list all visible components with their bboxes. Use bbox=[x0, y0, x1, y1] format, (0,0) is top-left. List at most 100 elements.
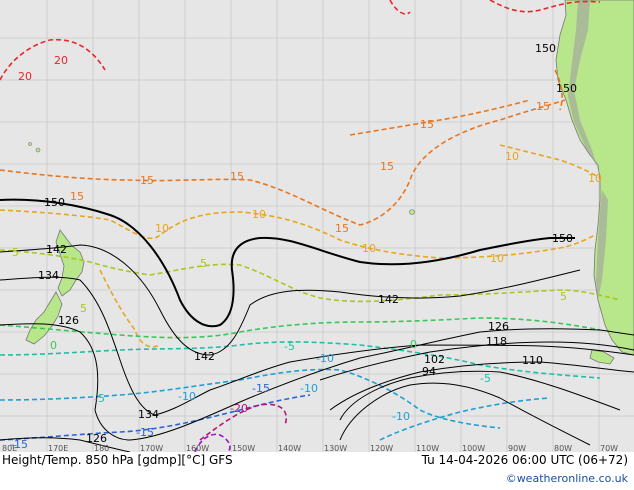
height-126-north bbox=[0, 437, 131, 453]
longitude-label: 90W bbox=[508, 444, 526, 453]
isotherm-15-north bbox=[349, 99, 531, 136]
isotherm-minus25 bbox=[194, 433, 231, 453]
temp-label: -5 bbox=[480, 372, 491, 385]
temp-label: 10 bbox=[505, 150, 519, 163]
height-150-main bbox=[0, 198, 575, 328]
height-label: 118 bbox=[486, 335, 507, 348]
new-zealand-south-island bbox=[25, 291, 63, 345]
height-labels: 150 150 150 150 142 142 142 134 134 126 … bbox=[38, 42, 577, 445]
height-110 bbox=[329, 361, 634, 411]
height-label: 102 bbox=[424, 353, 445, 366]
longitude-label: 130W bbox=[324, 444, 347, 453]
isotherm-minus10-east bbox=[379, 397, 551, 441]
temp-label: -20 bbox=[230, 402, 248, 415]
temp-label: -5 bbox=[94, 392, 105, 405]
height-142 bbox=[0, 244, 581, 356]
temp-label: 20 bbox=[18, 70, 32, 83]
height-label: 126 bbox=[86, 432, 107, 445]
islands bbox=[28, 142, 415, 215]
longitude-label: 100W bbox=[462, 444, 485, 453]
height-label: 142 bbox=[378, 293, 399, 306]
valid-time: Tu 14-04-2026 06:00 UTC (06+72) bbox=[421, 453, 628, 467]
temp-label: -5 bbox=[284, 340, 295, 353]
height-126 bbox=[0, 323, 634, 441]
tierra-del-fuego bbox=[589, 349, 615, 365]
height-label: 150 bbox=[44, 196, 65, 209]
temp-label: 15 bbox=[140, 174, 154, 187]
temperature-contours bbox=[0, 0, 621, 453]
longitude-label: 180 bbox=[94, 444, 109, 453]
temp-label: 5 bbox=[80, 302, 87, 315]
temp-label: 5 bbox=[560, 290, 567, 303]
temperature-labels: 20 20 15 15 15 15 15 15 15 10 10 10 10 1… bbox=[10, 54, 602, 451]
height-label: 134 bbox=[138, 408, 159, 421]
temp-label: 5 bbox=[200, 257, 207, 270]
height-label: 142 bbox=[46, 243, 67, 256]
isotherm-10-ne bbox=[499, 144, 601, 179]
height-label: 142 bbox=[194, 350, 215, 363]
longitude-label: 110W bbox=[416, 444, 439, 453]
caption-bar bbox=[0, 452, 634, 490]
temp-label: 10 bbox=[588, 172, 602, 185]
isotherm-10-loop bbox=[99, 269, 161, 348]
map-title: Height/Temp. 850 hPa [gdmp][°C] GFS bbox=[2, 453, 233, 467]
ocean-background bbox=[0, 0, 634, 452]
temp-label: 0 bbox=[410, 338, 417, 351]
height-label: 150 bbox=[552, 232, 573, 245]
temp-label: 5 bbox=[12, 246, 19, 259]
temp-label: -10 bbox=[300, 382, 318, 395]
temp-label: -15 bbox=[10, 438, 28, 451]
height-label: 94 bbox=[422, 365, 436, 378]
longitude-label: 140W bbox=[278, 444, 301, 453]
isotherm-minus5-main bbox=[0, 341, 601, 379]
height-label: 150 bbox=[556, 82, 577, 95]
height-134 bbox=[0, 276, 634, 416]
temp-label: 20 bbox=[54, 54, 68, 67]
credit-link[interactable]: ©weatheronline.co.uk bbox=[505, 472, 628, 485]
temp-label: -10 bbox=[392, 410, 410, 423]
height-label: 134 bbox=[38, 269, 59, 282]
temp-label: 15 bbox=[380, 160, 394, 173]
longitude-axis: 80E 170E 180 170W 160W 150W 140W 130W 120W 110W 10… bbox=[2, 444, 618, 453]
isotherm-15-coast bbox=[554, 69, 563, 111]
temp-label: -10 bbox=[178, 390, 196, 403]
temp-label: 10 bbox=[252, 208, 266, 221]
height-94 bbox=[339, 382, 591, 446]
height-118 bbox=[319, 341, 634, 381]
andes-shading bbox=[568, 0, 608, 300]
isotherm-0-main bbox=[0, 317, 601, 339]
isotherm-20-west bbox=[0, 38, 106, 81]
isotherm-minus15-main bbox=[0, 394, 311, 441]
height-label: 150 bbox=[535, 42, 556, 55]
height-102 bbox=[339, 370, 621, 421]
south-america-land bbox=[555, 0, 634, 356]
longitude-label: 150W bbox=[232, 444, 255, 453]
temp-label: 15 bbox=[420, 118, 434, 131]
height-label: 126 bbox=[488, 320, 509, 333]
longitude-label: 80E bbox=[2, 444, 17, 453]
height-label: 126 bbox=[58, 314, 79, 327]
temp-label: 10 bbox=[155, 222, 169, 235]
temp-label: 15 bbox=[335, 222, 349, 235]
temp-label: -10 bbox=[316, 352, 334, 365]
longitude-label: 80W bbox=[554, 444, 572, 453]
longitude-label: 170E bbox=[48, 444, 68, 453]
temp-label: -15 bbox=[252, 382, 270, 395]
isotherm-minus20 bbox=[199, 403, 287, 441]
longitude-label: 120W bbox=[370, 444, 393, 453]
temp-label: 15 bbox=[536, 100, 550, 113]
longitude-label: 160W bbox=[186, 444, 209, 453]
isotherm-20-east bbox=[389, 0, 601, 15]
temp-label: 10 bbox=[362, 242, 376, 255]
height-contours bbox=[0, 198, 634, 453]
lat-lon-grid bbox=[0, 0, 634, 452]
temp-label: 15 bbox=[70, 190, 84, 203]
temp-label: 15 bbox=[230, 170, 244, 183]
isotherm-10-main bbox=[0, 209, 596, 259]
longitude-label: 70W bbox=[600, 444, 618, 453]
temp-label: 0 bbox=[50, 339, 57, 352]
longitude-label: 170W bbox=[140, 444, 163, 453]
height-label: 110 bbox=[522, 354, 543, 367]
isotherm-minus10-main bbox=[0, 368, 501, 429]
land-masses bbox=[25, 0, 634, 365]
